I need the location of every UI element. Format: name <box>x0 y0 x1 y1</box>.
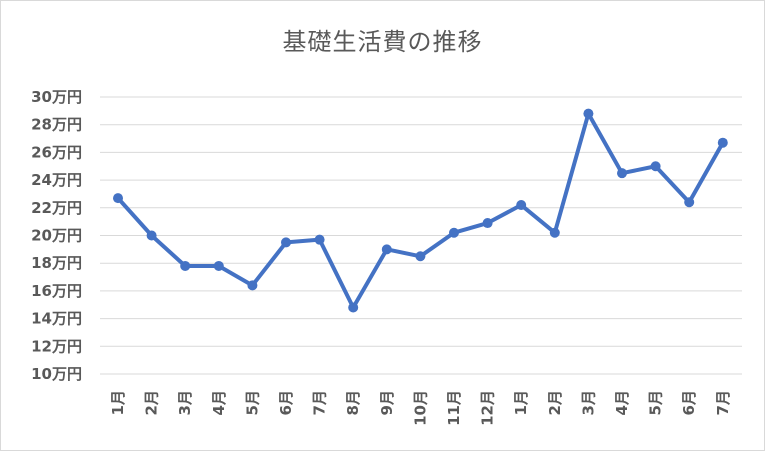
x-tick-label: 8月 <box>344 390 362 415</box>
data-point <box>281 237 291 248</box>
series <box>113 108 728 313</box>
x-tick-label: 7月 <box>311 390 329 415</box>
x-tick-label: 5月 <box>647 390 665 415</box>
data-point <box>650 161 661 172</box>
y-tick-label: 30万円 <box>31 88 82 106</box>
y-tick-label: 26万円 <box>31 143 82 161</box>
data-point <box>180 260 191 271</box>
data-point <box>449 227 459 238</box>
data-point <box>247 280 258 291</box>
y-tick-label: 28万円 <box>31 116 82 134</box>
data-point <box>684 197 695 208</box>
y-tick-label: 20万円 <box>31 227 82 245</box>
x-tick-label: 6月 <box>277 390 295 415</box>
data-point <box>415 251 426 262</box>
data-point <box>516 200 527 211</box>
data-point <box>348 302 359 313</box>
y-tick-label: 14万円 <box>31 310 82 328</box>
x-tick-label: 3月 <box>579 390 597 415</box>
y-tick-label: 24万円 <box>31 171 82 189</box>
x-tick-label: 12月 <box>479 390 497 426</box>
data-point <box>717 137 728 148</box>
data-point <box>113 193 123 204</box>
data-point <box>482 218 493 229</box>
x-axis-ticks: 1月 2月 3月 4月 5月 6月 7月 8月 9月 10月 11月 12月 1月 2月 3月 4月 5月 6月 7… <box>109 390 732 426</box>
x-tick-label: 3月 <box>176 390 194 415</box>
x-tick-label: 4月 <box>210 390 228 415</box>
gridlines <box>100 96 742 375</box>
x-tick-label: 7月 <box>714 390 732 415</box>
chart-title: 基礎生活費の推移 <box>282 28 483 56</box>
data-point <box>146 230 157 241</box>
y-tick-label: 22万円 <box>31 199 82 217</box>
y-tick-label: 10万円 <box>31 365 82 383</box>
y-tick-label: 12万円 <box>31 337 82 355</box>
x-tick-label: 5月 <box>243 390 261 415</box>
data-point <box>583 108 594 119</box>
series-line <box>116 111 725 310</box>
x-tick-label: 1月 <box>109 390 127 415</box>
x-tick-label: 6月 <box>680 390 698 415</box>
x-tick-label: 2月 <box>546 390 564 415</box>
y-tick-label: 18万円 <box>31 254 82 272</box>
x-tick-label: 1月 <box>512 390 530 415</box>
x-tick-label: 2月 <box>143 390 161 415</box>
x-tick-label: 10月 <box>411 390 429 426</box>
data-point <box>381 244 392 255</box>
x-tick-label: 9月 <box>378 390 396 415</box>
y-tick-label: 16万円 <box>31 282 82 300</box>
x-tick-label: 4月 <box>613 390 631 415</box>
y-axis-ticks: 10万円 12万円 14万円 16万円 18万円 20万円 22万円 24万円 26万円 28万円… <box>31 88 82 383</box>
data-point <box>314 234 325 245</box>
x-tick-label: 11月 <box>445 390 463 426</box>
data-point <box>213 260 224 271</box>
data-point <box>549 227 560 238</box>
data-point <box>617 168 627 179</box>
